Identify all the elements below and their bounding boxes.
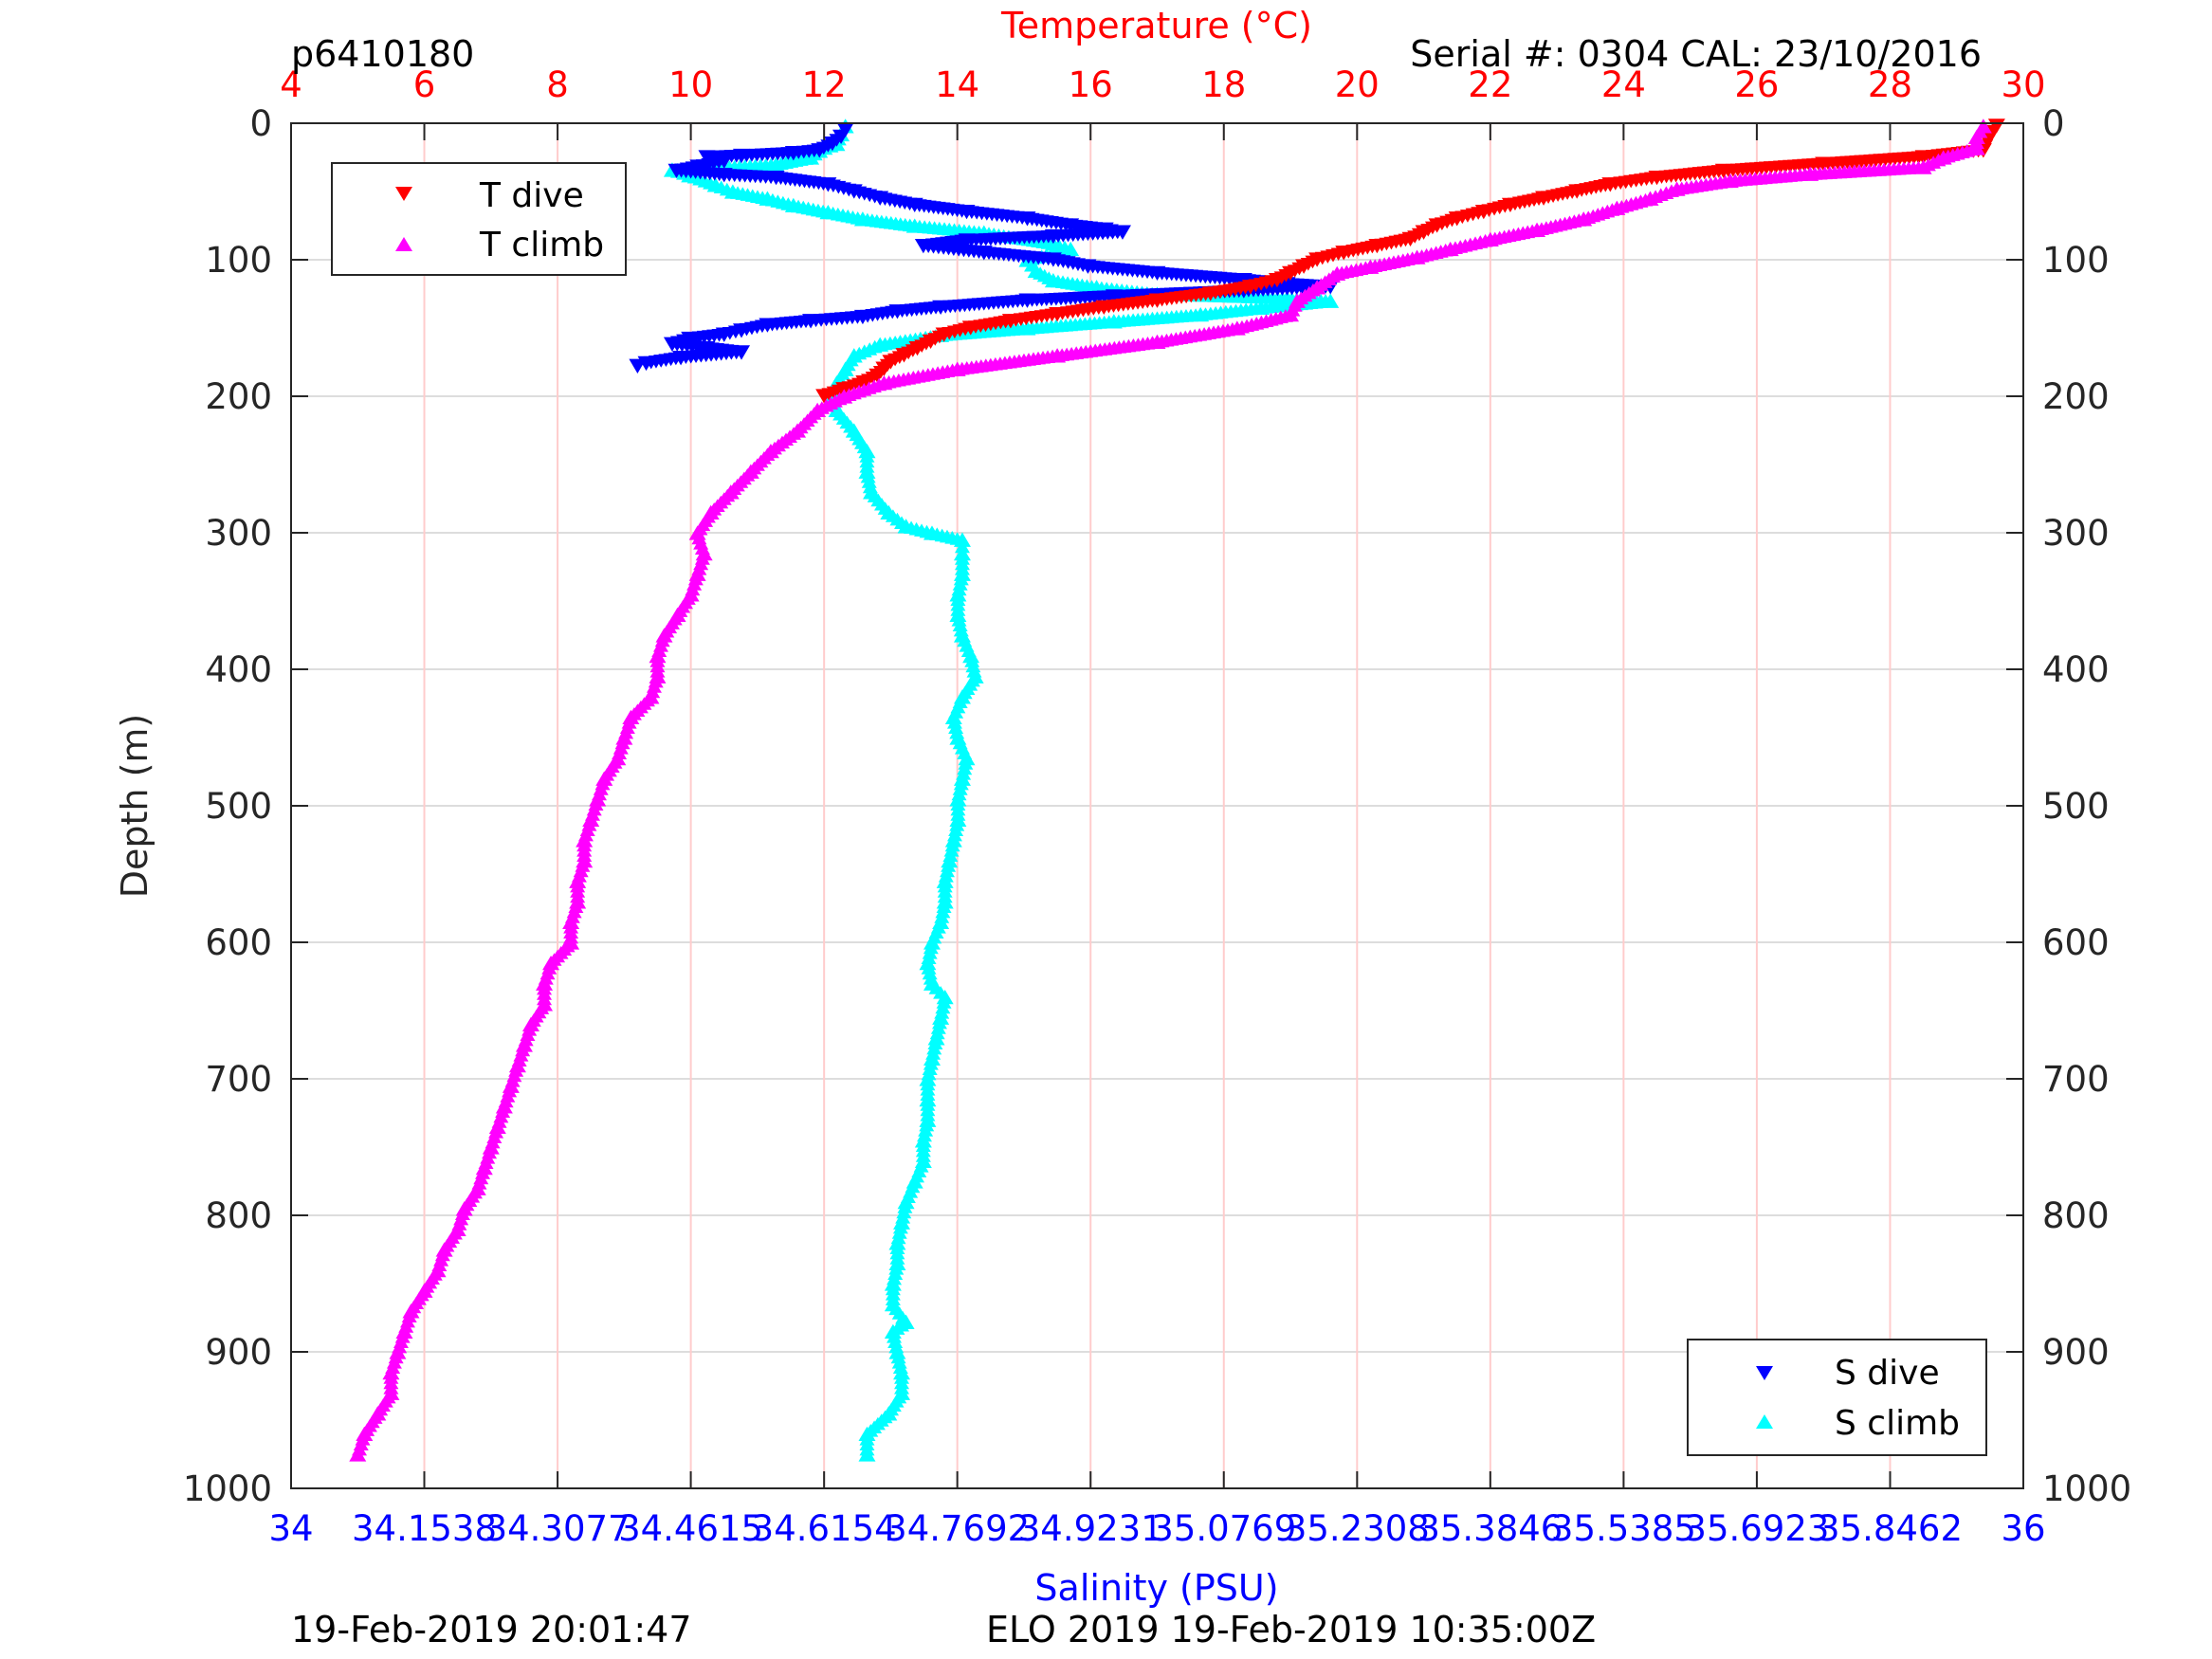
temperature-legend-box <box>331 162 627 276</box>
legend-label-t-climb: T climb <box>479 226 604 264</box>
depth-tick-label-left: 700 <box>205 1059 272 1100</box>
temperature-tick-label: 26 <box>1734 64 1779 105</box>
depth-tick-label-left: 1000 <box>183 1468 272 1509</box>
salinity-tick-label: 35.8462 <box>1818 1508 1963 1549</box>
depth-tick-label-left: 400 <box>205 649 272 690</box>
depth-tick-label-right: 400 <box>2042 649 2110 690</box>
depth-tick-label-right: 900 <box>2042 1332 2110 1373</box>
depth-tick-label-left: 900 <box>205 1332 272 1373</box>
glider-id-label: p6410180 <box>291 33 474 75</box>
salinity-tick-label: 35.3846 <box>1417 1508 1563 1549</box>
depth-tick-label-left: 800 <box>205 1195 272 1236</box>
legend-marker-s-climb <box>1756 1414 1773 1429</box>
temperature-legend: T dive T climb <box>331 162 627 276</box>
salinity-tick-label: 36 <box>2001 1508 2045 1549</box>
legend-label-s-dive: S dive <box>1835 1354 1940 1393</box>
salinity-tick-label: 34.4615 <box>618 1508 763 1549</box>
salinity-legend-box <box>1687 1339 1987 1456</box>
series-s-dive <box>629 122 1340 374</box>
salinity-tick-label: 35.0769 <box>1151 1508 1296 1549</box>
footer-timestamp: 19-Feb-2019 20:01:47 <box>291 1609 692 1650</box>
temperature-tick-label: 10 <box>668 64 713 105</box>
depth-tick-label-right: 100 <box>2042 240 2110 281</box>
depth-tick-label-left: 500 <box>205 786 272 827</box>
salinity-tick-label: 34.7692 <box>885 1508 1030 1549</box>
series-t-dive <box>815 118 2005 404</box>
depth-tick-label-right: 1000 <box>2042 1468 2131 1509</box>
temperature-tick-label: 30 <box>2001 64 2045 105</box>
data-point-s-climb <box>953 545 971 561</box>
series-layer <box>349 118 2005 1462</box>
tick-layer: 0 0 100 100 200 200 300 300 400 400 500 500 600 600 70… <box>183 64 2131 1549</box>
depth-tick-label-right: 500 <box>2042 786 2110 827</box>
depth-tick-label-right: 600 <box>2042 922 2110 963</box>
series-t-climb <box>349 118 1992 1462</box>
temperature-tick-label: 28 <box>1868 64 1912 105</box>
salinity-tick-label: 34.6154 <box>752 1508 897 1549</box>
depth-tick-label-left: 100 <box>205 240 272 281</box>
depth-tick-label-right: 700 <box>2042 1059 2110 1100</box>
temperature-tick-label: 12 <box>802 64 847 105</box>
depth-tick-label-right: 200 <box>2042 376 2110 417</box>
salinity-tick-label: 35.6923 <box>1684 1508 1829 1549</box>
temperature-axis-title: Temperature (°C) <box>1000 5 1312 46</box>
temperature-tick-label: 18 <box>1201 64 1246 105</box>
legend-label-t-dive: T dive <box>479 176 584 215</box>
data-point-t-dive <box>815 389 833 404</box>
depth-axis-title: Depth (m) <box>114 714 155 899</box>
salinity-tick-label: 34.1538 <box>352 1508 497 1549</box>
serial-calibration-label: Serial #: 0304 CAL: 23/10/2016 <box>1410 33 1982 75</box>
data-point-t-climb <box>1974 118 1992 134</box>
temperature-tick-label: 14 <box>935 64 979 105</box>
temperature-tick-label: 8 <box>546 64 569 105</box>
depth-tick-label-left: 200 <box>205 376 272 417</box>
depth-tick-label-right: 0 <box>2042 103 2065 144</box>
legend-label-s-climb: S climb <box>1835 1404 1960 1443</box>
salinity-tick-label: 34 <box>268 1508 313 1549</box>
salinity-tick-label: 34.9231 <box>1018 1508 1163 1549</box>
temperature-tick-label: 16 <box>1069 64 1113 105</box>
temperature-tick-label: 24 <box>1601 64 1646 105</box>
salinity-axis-title: Salinity (PSU) <box>1034 1567 1278 1609</box>
salinity-tick-label: 35.5385 <box>1551 1508 1696 1549</box>
temperature-tick-label: 6 <box>413 64 436 105</box>
temperature-tick-label: 22 <box>1468 64 1512 105</box>
salinity-tick-label: 35.2308 <box>1285 1508 1430 1549</box>
salinity-tick-label: 34.3077 <box>485 1508 631 1549</box>
depth-tick-label-right: 300 <box>2042 513 2110 554</box>
depth-tick-label-left: 0 <box>249 103 272 144</box>
footer-mission-label: ELO 2019 19-Feb-2019 10:35:00Z <box>986 1609 1596 1650</box>
legend-marker-t-climb <box>395 237 412 251</box>
depth-tick-label-left: 300 <box>205 513 272 554</box>
salinity-legend: S dive S climb <box>1687 1339 1987 1456</box>
depth-tick-label-left: 600 <box>205 922 272 963</box>
temperature-tick-label: 20 <box>1335 64 1380 105</box>
data-point-s-dive <box>629 358 647 374</box>
temperature-tick-label: 4 <box>280 64 302 105</box>
depth-tick-label-right: 800 <box>2042 1195 2110 1236</box>
legend-marker-s-dive <box>1756 1366 1773 1380</box>
legend-marker-t-dive <box>395 187 412 201</box>
